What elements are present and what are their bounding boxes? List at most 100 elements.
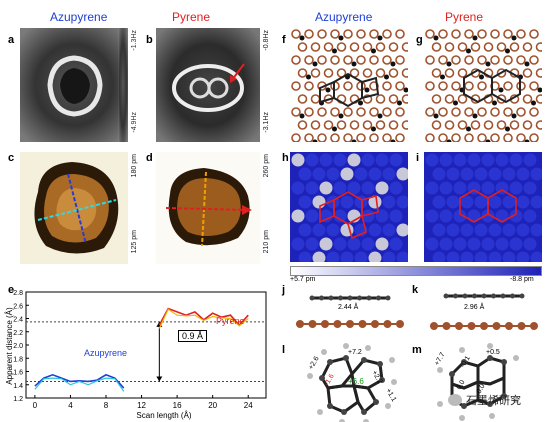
surface-atom [472,113,478,119]
surface-atom [509,181,523,195]
substrate-atom [464,107,474,117]
surface-atom [425,209,439,223]
side-view-pyrene [430,293,538,330]
substrate-atom [356,107,366,117]
substrate-atom [522,42,533,52]
colorbar-d-top: 260 pm [263,154,270,178]
molecule-azupyrene: +2.6 +7.2 +2.2 -1.6 +6.6 +1.1 [307,343,397,422]
panel-label-j: j [282,284,286,296]
surface-atom [446,195,460,209]
substrate-atom [464,55,474,65]
surface-atom [291,237,305,251]
molecule-atom [376,295,381,301]
substrate-atom [529,55,539,65]
charge-l-2: +7.2 [348,349,362,356]
substrate-atom [401,68,408,78]
surface-atom [439,237,453,251]
surface-atom [397,100,402,106]
surface-atom [488,251,502,262]
surface-atom [298,251,312,262]
surface-atom [460,167,474,181]
charge-l-5: +6.6 [348,377,364,386]
surface-atom [523,237,537,251]
substrate-atom [323,42,334,52]
substrate-atom [369,133,379,142]
surface-atom [312,139,318,142]
surface-atom [291,181,305,195]
surface-atom [319,181,333,195]
substrate-atom [438,29,448,39]
substrate-atom [375,94,386,104]
surface-atom [516,195,530,209]
surface-atom [291,153,305,167]
surface-atom [333,181,347,195]
surface-atom [396,167,408,181]
surface-atom [505,48,510,54]
substrate-atom [425,133,435,142]
substrate-atom [310,42,321,52]
substrate-atom [343,29,353,39]
surface-atom [389,209,403,223]
colorbar-c-top: 180 pm [131,154,138,178]
substrate-atom [444,94,455,104]
substrate-atom [490,29,500,39]
molecule-pyrene: +7.7 -0.1 +0.5 0.0 0.0 [434,343,519,421]
substrate-atom [375,42,386,52]
substrate-atom [323,120,334,130]
surface-atom [446,167,460,181]
surface-atom [326,251,340,262]
substrate-atom [470,42,481,52]
surface-atom [523,181,537,195]
surface-atom [305,209,319,223]
afm-image-pyrene [156,28,260,142]
surface-atom [432,195,446,209]
substrate-atom [477,133,487,142]
surface-atom [488,195,502,209]
substrate-atom [356,55,366,65]
substrate-atom [425,81,435,91]
surface-atom [446,139,452,142]
substrate-atom [503,133,513,142]
y-tick-label: 2.0 [13,343,23,350]
substrate-atom [349,120,360,130]
watermark: 石墨烯研究 [448,392,521,408]
substrate-atom [438,107,448,117]
gap-arrow-head-bottom [156,376,163,382]
surface-atom [396,223,408,237]
molecule-atom [357,295,362,301]
substrate-atom [395,29,405,39]
substrate-atom [457,68,468,78]
height-colorbar [290,266,542,276]
surface-atom [368,195,382,209]
surface-atom [502,195,516,209]
surface-atom [488,167,502,181]
substrate-atom [483,120,494,130]
surface-atom [474,167,488,181]
dft-model-pyrene [424,28,542,142]
surface-atom [382,195,396,209]
surface-atom [516,167,530,181]
surface-atom [377,113,383,119]
surface-atom [439,153,453,167]
substrate-atom [291,29,301,39]
panel-label-h: h [282,152,289,164]
surface-atom [516,223,530,237]
panel-label-l: l [282,344,286,356]
surface-atom [354,251,368,262]
charge-m-3: +0.5 [486,349,500,356]
substrate-atom [529,107,539,117]
molecule-atom [453,293,458,299]
series-line-alt-1 [158,308,249,329]
surface-atom [530,195,542,209]
surface-atom [502,223,516,237]
substrate-atom [375,120,386,130]
surface-atom [299,35,305,41]
surface-atom [467,153,481,167]
substrate-atom [496,94,507,104]
surface-atom [364,87,370,93]
substrate-atom [535,94,542,104]
substrate-atom [535,120,542,130]
surface-atom [382,167,396,181]
surface-atom [298,195,312,209]
panel-label-d: d [146,152,153,164]
